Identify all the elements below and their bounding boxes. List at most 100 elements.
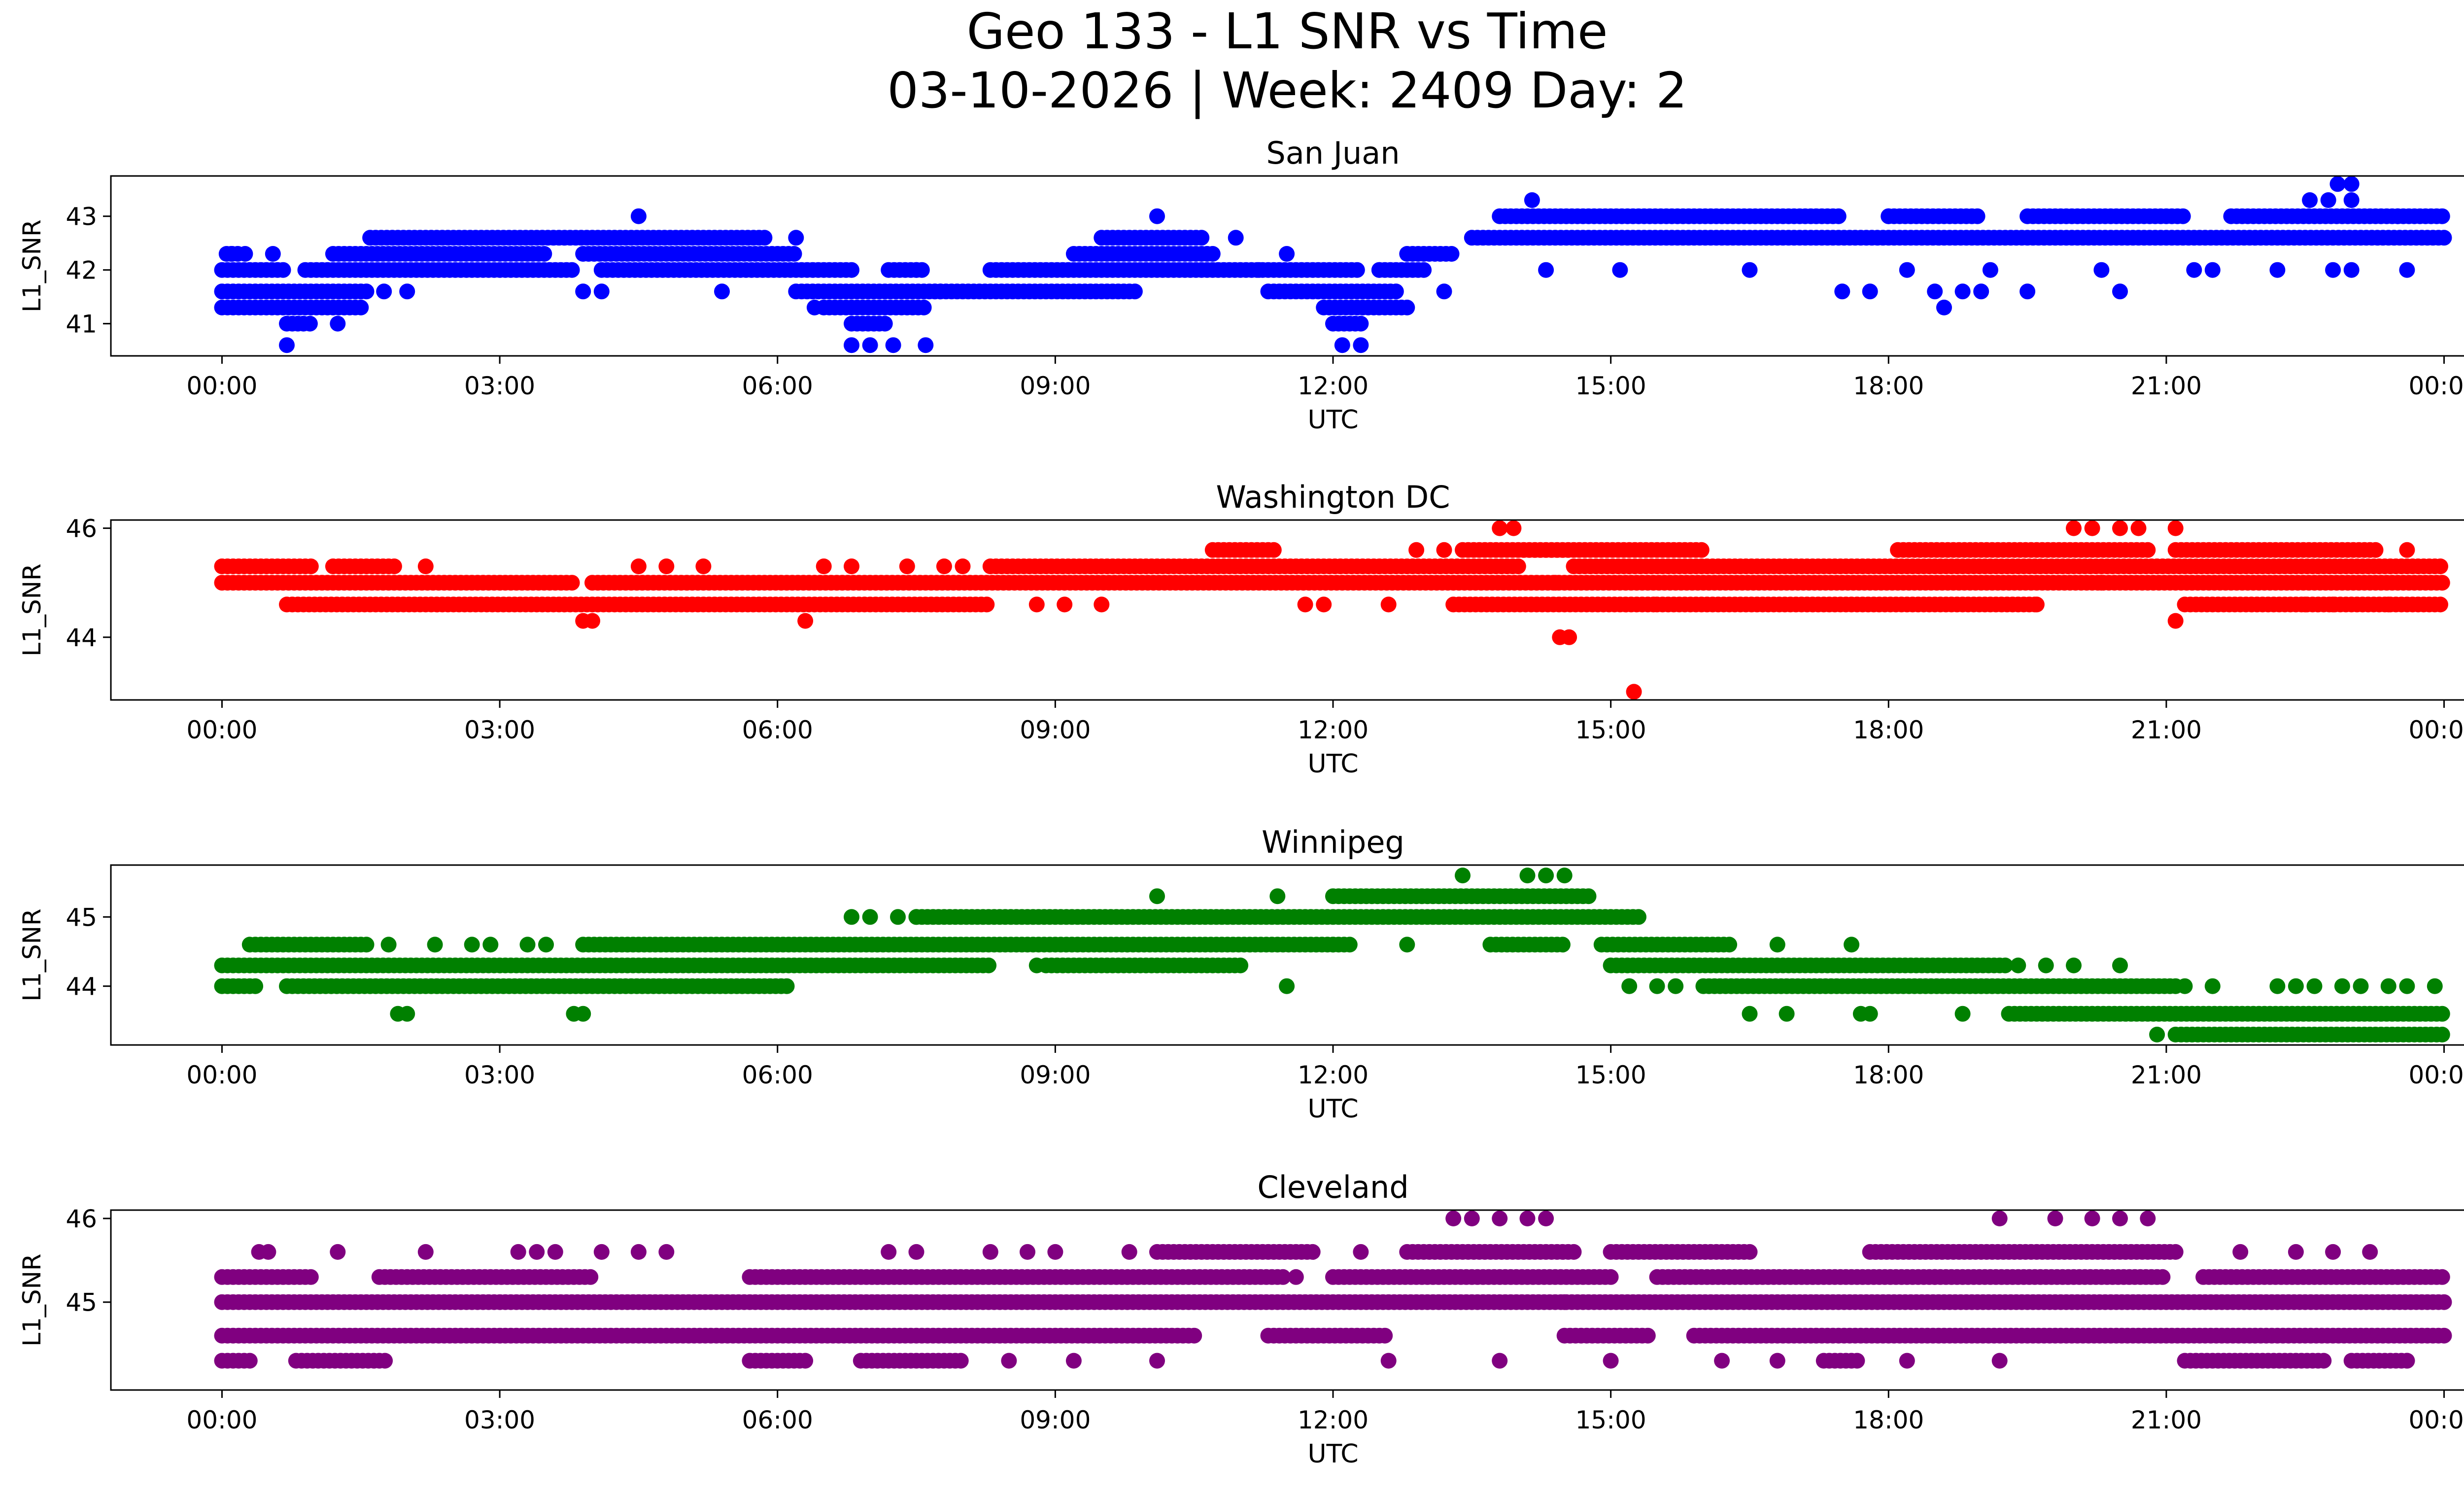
data-point	[427, 937, 443, 953]
x-tick-label: 18:00	[1853, 372, 1924, 400]
data-point	[1269, 888, 1286, 904]
data-point	[1603, 1269, 1619, 1285]
x-tick-label: 03:00	[464, 1406, 535, 1434]
data-point	[1121, 1244, 1137, 1260]
data-point	[2325, 1244, 2341, 1260]
y-tick-label: 46	[66, 1205, 97, 1233]
scatter-series	[214, 520, 2450, 700]
data-point	[529, 1244, 545, 1260]
data-point	[1251, 262, 1267, 278]
data-point	[1742, 1244, 1758, 1260]
data-point	[2297, 596, 2313, 613]
data-point	[1288, 1269, 1304, 1285]
data-point	[1353, 1244, 1369, 1260]
data-point	[1991, 1211, 2008, 1226]
x-tick-label: 06:00	[742, 1061, 813, 1089]
x-tick-label: 21:00	[2131, 1406, 2202, 1434]
x-axis-label: UTC	[1307, 405, 1358, 435]
data-point	[2343, 262, 2360, 278]
data-point	[1936, 299, 1952, 315]
x-tick-label: 12:00	[1298, 1061, 1369, 1089]
data-point	[979, 596, 995, 613]
data-point	[358, 283, 375, 300]
data-point	[1325, 937, 1341, 953]
x-tick-label: 03:00	[464, 372, 535, 400]
data-point	[1524, 192, 1540, 208]
y-axis-label: L1_SNR	[18, 908, 46, 1002]
data-point	[2325, 596, 2341, 613]
data-point	[1455, 868, 1471, 884]
data-point	[2130, 520, 2147, 536]
data-point	[1721, 937, 1738, 953]
data-point	[1612, 262, 1628, 278]
data-point	[1186, 1327, 1202, 1344]
data-point	[1862, 283, 1878, 300]
data-point	[1492, 520, 1508, 536]
data-point	[885, 337, 901, 353]
data-point	[2010, 957, 2026, 973]
data-point	[2140, 1211, 2156, 1226]
data-point	[658, 558, 675, 574]
data-point	[862, 909, 878, 925]
data-point	[1626, 684, 1642, 700]
subplot-title: Winnipeg	[1262, 824, 1404, 860]
data-point	[2306, 978, 2323, 994]
data-point	[275, 262, 291, 278]
data-point	[1566, 1244, 1582, 1260]
data-point	[303, 558, 319, 574]
data-point	[890, 909, 906, 925]
data-point	[2434, 1269, 2450, 1285]
data-point	[630, 558, 647, 574]
x-tick-label: 12:00	[1298, 372, 1369, 400]
data-point	[241, 1353, 258, 1369]
data-point	[2334, 978, 2350, 994]
data-point	[1316, 596, 1332, 613]
figure-title-line-1: Geo 133 - L1 SNR vs Time	[967, 2, 1608, 60]
x-tick-label: 09:00	[1020, 1406, 1091, 1434]
x-tick-label: 06:00	[742, 716, 813, 744]
x-tick-label: 18:00	[1853, 1406, 1924, 1434]
data-point	[593, 283, 610, 300]
scatter-series	[214, 1211, 2452, 1369]
data-point	[1769, 937, 1785, 953]
data-point	[844, 558, 859, 574]
data-point	[1506, 520, 1522, 536]
data-point	[1028, 957, 1045, 973]
data-point	[2204, 262, 2221, 278]
data-point	[2399, 542, 2415, 558]
data-point	[1334, 337, 1350, 353]
data-point	[1436, 542, 1452, 558]
data-point	[1982, 262, 1998, 278]
data-point	[377, 1353, 393, 1369]
data-point	[2019, 283, 2036, 300]
x-tick-label: 00:00	[2408, 1406, 2464, 1434]
data-point	[1538, 262, 1554, 278]
data-point	[2149, 1026, 2165, 1043]
x-tick-label: 12:00	[1298, 716, 1369, 744]
data-point	[1556, 1294, 1573, 1310]
data-point	[630, 208, 647, 224]
data-point	[2325, 262, 2341, 278]
y-tick-label: 41	[66, 310, 97, 339]
data-point	[2434, 1006, 2450, 1022]
data-point	[908, 1244, 924, 1260]
y-axis-label: L1_SNR	[18, 563, 46, 657]
x-tick-label: 15:00	[1575, 716, 1646, 744]
data-point	[1834, 283, 1850, 300]
data-point	[1519, 1211, 1536, 1226]
data-point	[1028, 596, 1045, 613]
data-point	[1603, 1353, 1619, 1369]
data-point	[1969, 208, 1985, 224]
data-point	[2204, 978, 2221, 994]
data-point	[265, 246, 281, 262]
data-point	[1580, 888, 1597, 904]
data-point	[1862, 1006, 1878, 1022]
data-point	[223, 246, 240, 262]
data-point	[1436, 283, 1452, 300]
data-point	[2177, 978, 2193, 994]
